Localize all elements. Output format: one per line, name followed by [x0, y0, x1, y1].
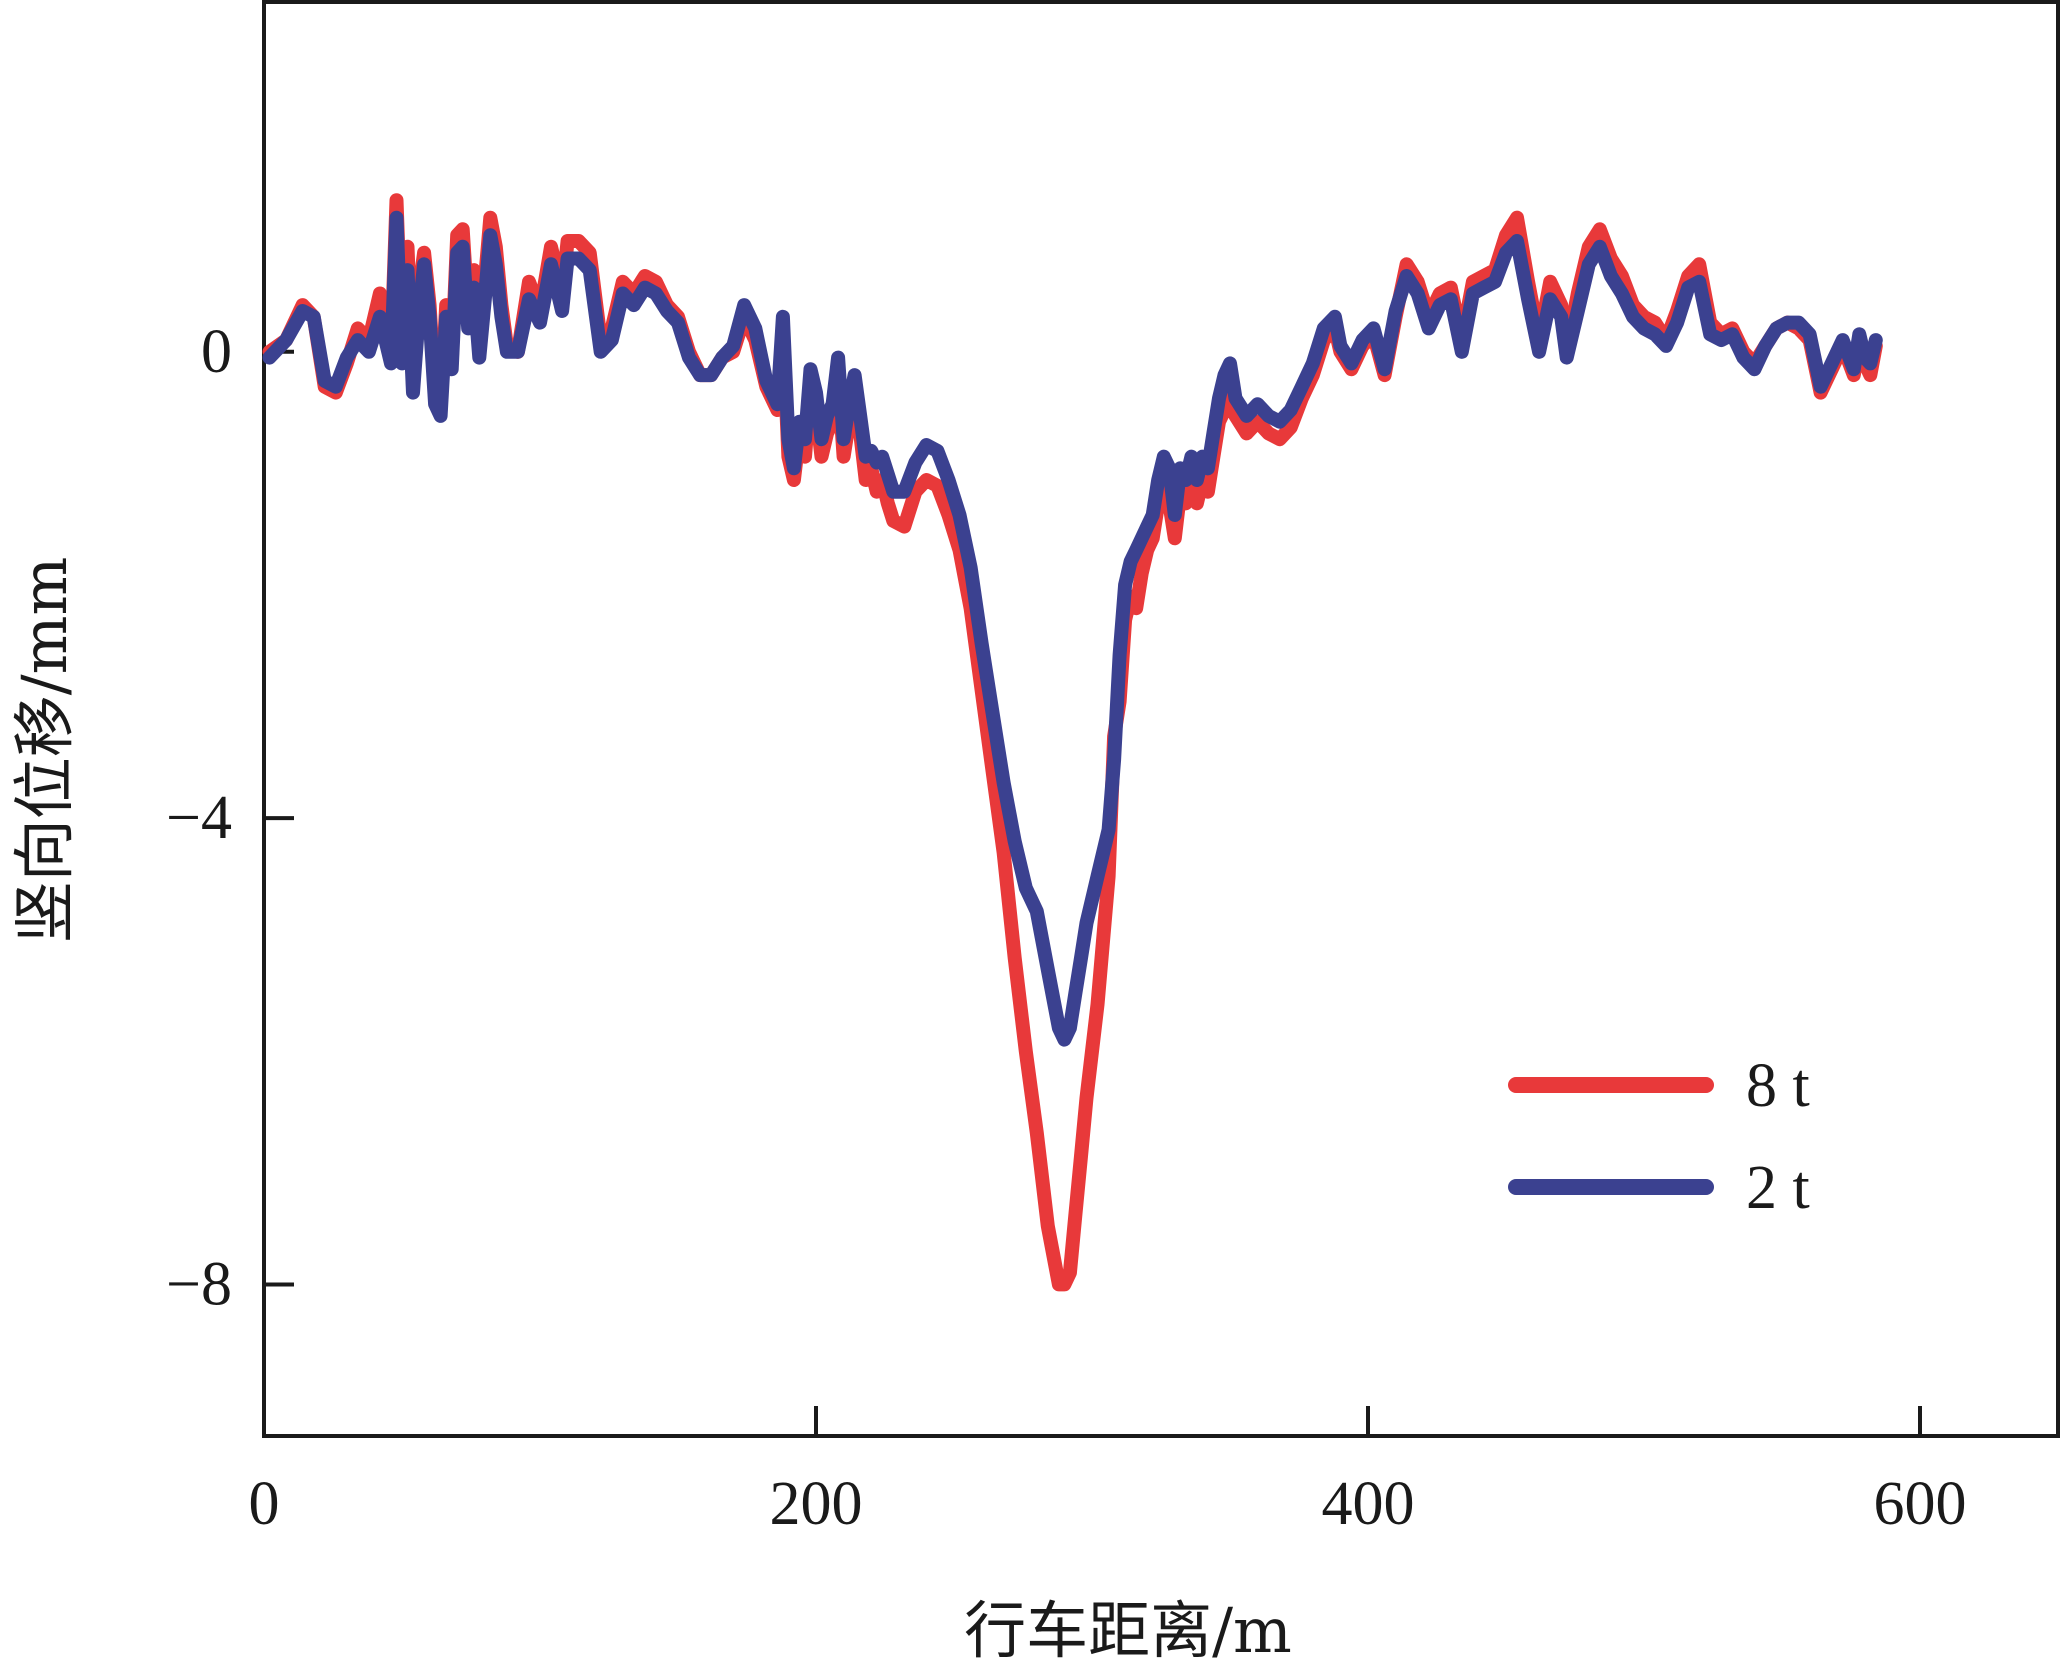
x-tick-label: 600: [1874, 1470, 1967, 1538]
legend-label: 2 t: [1746, 1154, 1810, 1222]
y-axis-title: 竖向位移/mm: [8, 557, 81, 943]
x-tick-label: 400: [1322, 1470, 1415, 1538]
series-line-1: [262, 193, 1883, 1292]
legend: 8 t 2 t: [1508, 1052, 1810, 1222]
series-line-2: [262, 210, 1883, 1047]
y-tick-label: −4: [166, 784, 232, 852]
axis-ticks: 0 200 400 600 0 −4 −8: [166, 318, 1966, 1538]
y-tick-label: −8: [166, 1250, 232, 1318]
series-layer: [262, 193, 1883, 1292]
x-tick-label: 200: [770, 1470, 863, 1538]
y-tick-label: 0: [201, 318, 232, 386]
legend-label: 8 t: [1746, 1052, 1810, 1120]
x-axis-title: 行车距离/m: [964, 1594, 1292, 1667]
x-tick-label: 0: [249, 1470, 280, 1538]
plot-frame: [262, 0, 2060, 1438]
